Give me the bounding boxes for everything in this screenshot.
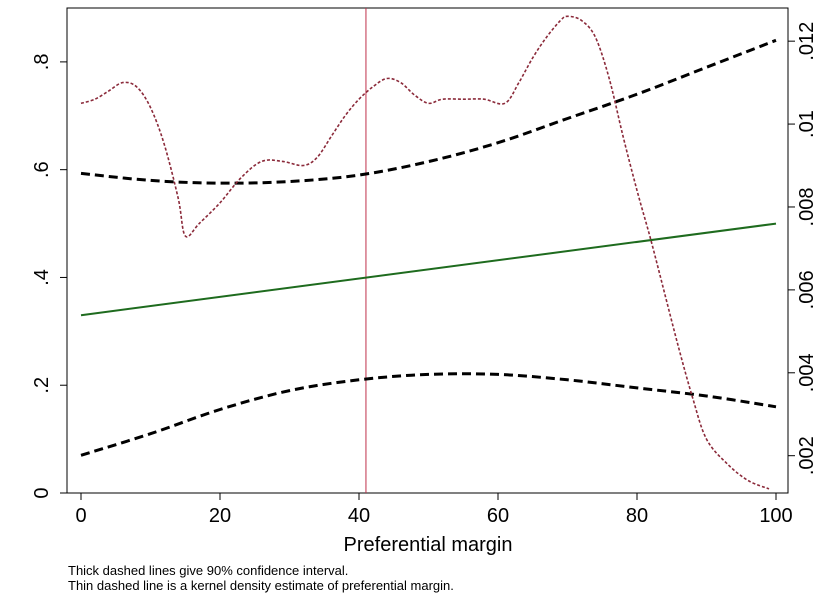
y-right-tick-label: .004 xyxy=(796,353,818,392)
series-line-thick-dashed-2 xyxy=(80,372,777,457)
y-left-tick-label: .6 xyxy=(31,161,53,178)
x-tick-label: 40 xyxy=(348,505,370,527)
chart-note-density: Thin dashed line is a kernel density est… xyxy=(68,578,454,593)
y-left-tick-label: .4 xyxy=(31,269,53,286)
y-right-tick-label: .012 xyxy=(796,22,818,61)
plot-frame xyxy=(66,7,789,494)
x-tick-label: 20 xyxy=(209,505,231,527)
chart-note-ci: Thick dashed lines give 90% confidence i… xyxy=(68,563,349,578)
y-left-tick-label: .8 xyxy=(31,54,53,71)
y-right-tick-label: .01 xyxy=(796,110,818,138)
series-line-thick-dashed-1 xyxy=(80,38,777,185)
x-tick-label: 80 xyxy=(626,505,648,527)
series-line-solid-0 xyxy=(80,222,777,317)
axes: 0 20 40 60 80 100 0 .2 .4 .6 .8 .002 .004 .006 .008 .01… xyxy=(31,22,818,527)
y-right-tick-label: .008 xyxy=(796,188,818,227)
x-tick-label: 100 xyxy=(759,505,792,527)
series-group xyxy=(80,8,777,493)
y-right-tick-label: .002 xyxy=(796,436,818,475)
x-tick-label: 0 xyxy=(75,505,86,527)
y-left-tick-label: .2 xyxy=(31,377,53,394)
y-left-tick-label: 0 xyxy=(31,487,53,498)
x-tick-label: 60 xyxy=(487,505,509,527)
x-axis-title: Preferential margin xyxy=(344,534,513,556)
y-right-tick-label: .006 xyxy=(796,270,818,309)
series-line-thin-dashed-3 xyxy=(80,15,770,490)
